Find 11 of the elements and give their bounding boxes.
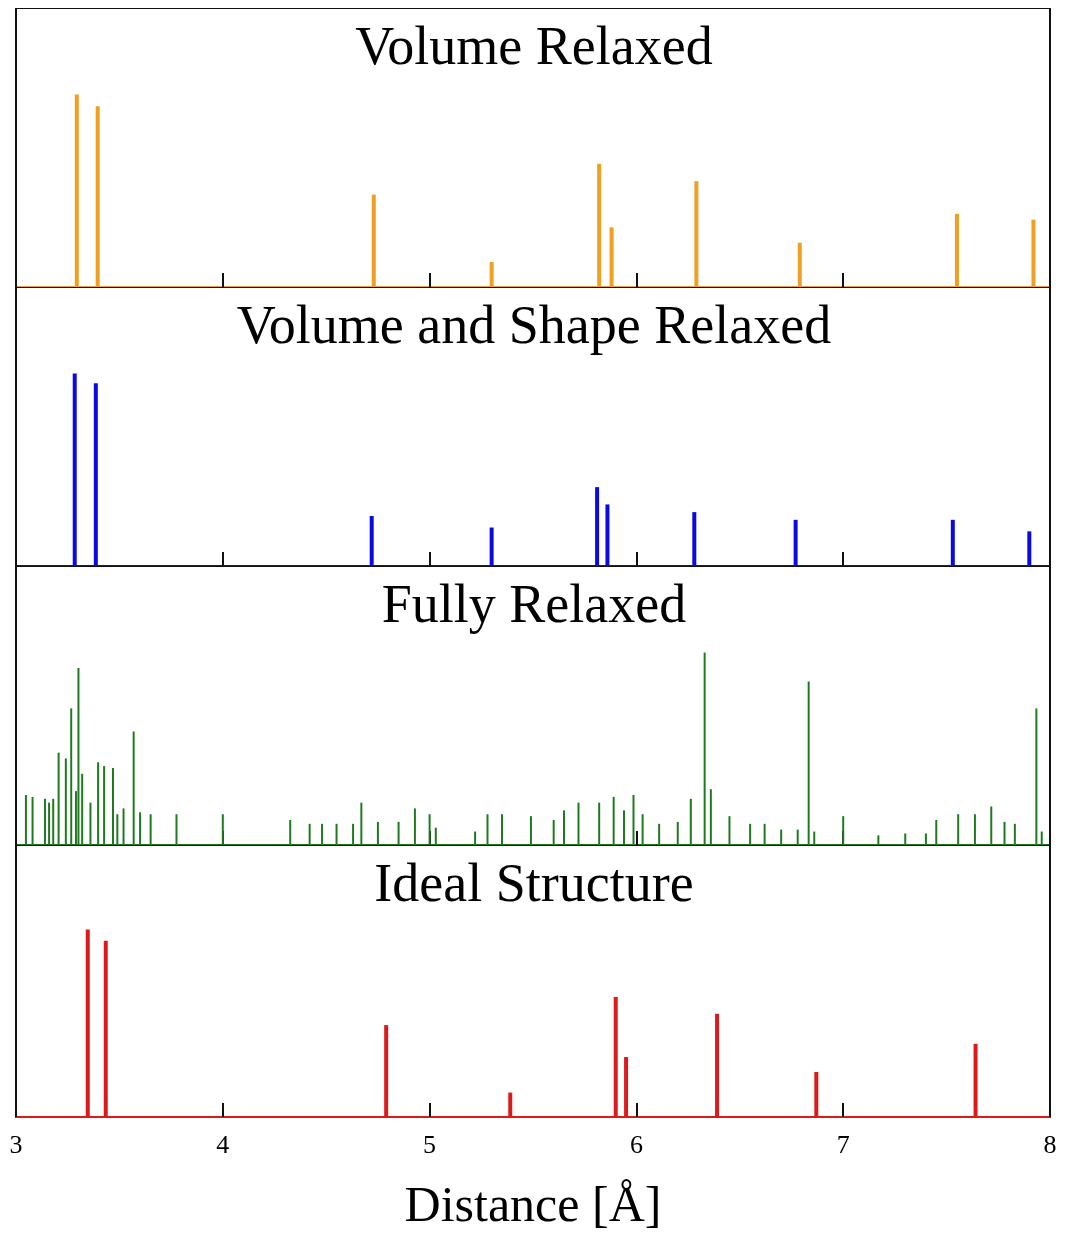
chart-title: Ideal Structure bbox=[374, 853, 694, 913]
x-tick-label: 3 bbox=[9, 1129, 23, 1159]
x-tick-label: 6 bbox=[629, 1129, 643, 1159]
chart-title: Volume and Shape Relaxed bbox=[236, 295, 832, 355]
x-tick-label: 4 bbox=[216, 1129, 230, 1159]
chart-title: Fully Relaxed bbox=[381, 574, 687, 634]
x-tick-label: 8 bbox=[1043, 1129, 1057, 1159]
chart-title: Volume Relaxed bbox=[355, 16, 713, 76]
x-tick-label: 7 bbox=[836, 1129, 850, 1159]
x-tick-label: 5 bbox=[423, 1129, 437, 1159]
x-axis-title: Distance [Å] bbox=[404, 1176, 662, 1232]
